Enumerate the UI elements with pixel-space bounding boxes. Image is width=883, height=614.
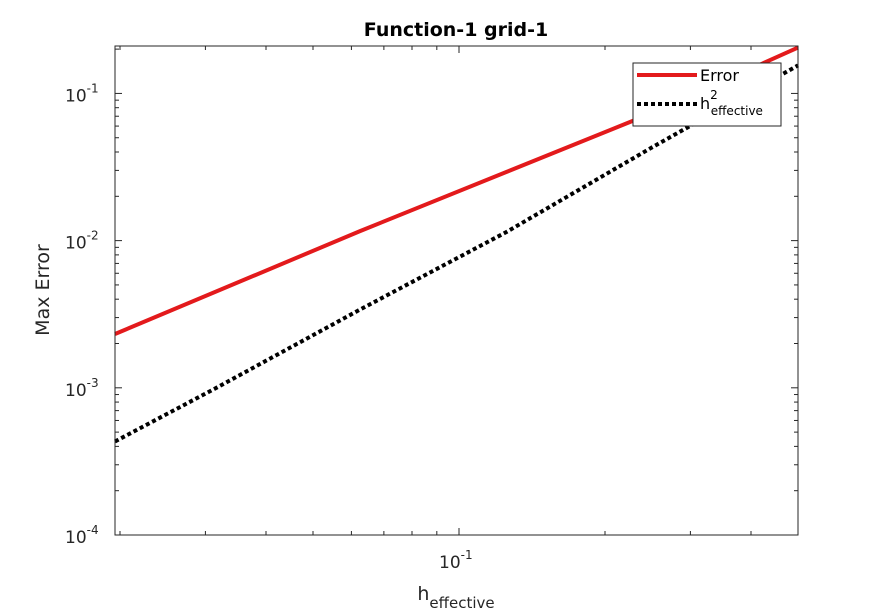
legend-label-h2-main: h [700, 94, 710, 113]
y-tick-label-base: 10 [65, 234, 87, 254]
y-tick-label-base: 10 [65, 86, 87, 106]
x-tick-label-exponent: -1 [461, 548, 473, 562]
x-tick-label: 10-1 [439, 548, 473, 573]
x-tick-label-base: 10 [439, 553, 461, 573]
y-tick-label: 10-2 [65, 229, 99, 254]
y-tick-label-base: 10 [65, 528, 87, 548]
ticks-layer: 10-110-210-310-410-1 [65, 46, 799, 573]
y-tick-label-exponent: -3 [87, 376, 99, 390]
y-tick-label: 10-4 [65, 523, 99, 548]
chart-title: Function-1 grid-1 [364, 19, 548, 41]
y-tick-label-exponent: -4 [87, 523, 99, 537]
y-tick-label-exponent: -2 [87, 229, 99, 243]
y-tick-label: 10-1 [65, 81, 99, 106]
legend-label-h2-sub: effective [711, 104, 763, 118]
x-axis-label: heffective [417, 583, 494, 612]
y-axis-label: Max Error [32, 244, 54, 336]
plot-area [115, 46, 798, 535]
y-tick-label-exponent: -1 [87, 81, 99, 95]
y-tick-label-base: 10 [65, 381, 87, 401]
series-line-h2-effective [114, 63, 799, 444]
legend-label-h2-sup: 2 [710, 88, 718, 102]
legend-label-error: Error [700, 66, 739, 85]
axes-box [114, 45, 799, 536]
x-axis-label-main: h [417, 583, 429, 605]
legend-label-h2: h2 effective [700, 88, 763, 118]
y-tick-label: 10-3 [65, 376, 99, 401]
x-axis-label-sub: effective [429, 594, 494, 612]
legend: Error h2 effective [632, 62, 782, 127]
